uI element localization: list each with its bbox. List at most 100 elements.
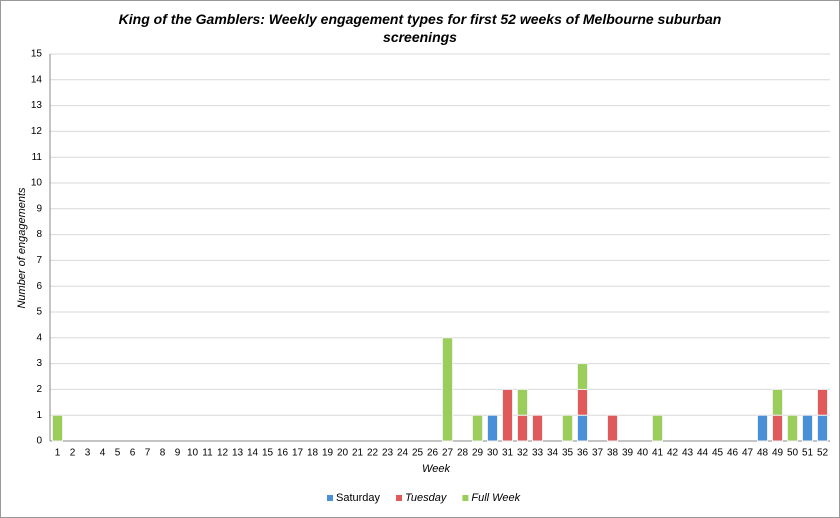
y-tick-label: 10 <box>31 178 43 189</box>
x-tick-label: 35 <box>562 448 574 459</box>
x-tick-label: 44 <box>697 448 709 459</box>
y-tick-label: 14 <box>31 74 43 85</box>
x-tick-label: 2 <box>70 448 76 459</box>
x-tick-label: 10 <box>187 448 199 459</box>
x-tick-label: 45 <box>712 448 724 459</box>
x-tick-label: 50 <box>787 448 799 459</box>
x-tick-label: 48 <box>757 448 769 459</box>
x-tick-label: 40 <box>637 448 649 459</box>
x-tick-label: 5 <box>115 448 121 459</box>
bar-segment <box>577 388 588 416</box>
bar-segment <box>577 414 588 442</box>
bar-segment <box>652 414 663 442</box>
y-tick-label: 0 <box>36 436 42 447</box>
x-tick-label: 22 <box>367 448 379 459</box>
y-tick-label: 4 <box>36 332 42 343</box>
x-axis-label: Week <box>422 463 450 475</box>
x-tick-label: 23 <box>382 448 394 459</box>
y-tick-label: 6 <box>36 281 42 292</box>
x-tick-label: 47 <box>742 448 754 459</box>
y-tick-label: 5 <box>36 307 42 318</box>
x-tick-label: 41 <box>652 448 664 459</box>
bar-segment <box>772 414 783 442</box>
bar-segment <box>487 414 498 442</box>
x-tick-label: 20 <box>337 448 349 459</box>
x-tick-label: 19 <box>322 448 334 459</box>
y-tick-label: 15 <box>31 49 43 60</box>
y-tick-label: 2 <box>36 384 42 395</box>
bar-segment <box>757 414 768 442</box>
y-tick-label: 11 <box>32 152 43 163</box>
x-tick-label: 3 <box>85 448 91 459</box>
bar-segment <box>502 388 513 442</box>
bar-segment <box>442 337 453 442</box>
bar-segment <box>532 414 543 442</box>
bar-segment <box>472 414 483 442</box>
y-axis-label: Number of engagements <box>16 187 28 309</box>
y-tick-label: 3 <box>36 358 42 369</box>
legend-label: Saturday <box>336 492 381 504</box>
x-tick-label: 43 <box>682 448 694 459</box>
x-tick-label: 33 <box>532 448 544 459</box>
x-tick-label: 31 <box>502 448 514 459</box>
x-tick-label: 46 <box>727 448 739 459</box>
x-tick-label: 8 <box>160 448 166 459</box>
legend-swatch <box>462 495 469 501</box>
x-tick-label: 42 <box>667 448 679 459</box>
x-tick-label: 26 <box>427 448 439 459</box>
x-tick-label: 14 <box>247 448 259 459</box>
x-tick-label: 16 <box>277 448 289 459</box>
x-tick-label: 29 <box>472 448 484 459</box>
x-tick-label: 36 <box>577 448 589 459</box>
x-tick-label: 12 <box>217 448 229 459</box>
x-tick-label: 9 <box>175 448 181 459</box>
bar-segment <box>787 414 798 442</box>
x-tick-label: 4 <box>100 448 106 459</box>
x-tick-label: 13 <box>232 448 244 459</box>
bar-segment <box>52 414 63 442</box>
x-tick-label: 52 <box>817 448 829 459</box>
x-tick-label: 49 <box>772 448 784 459</box>
x-tick-label: 32 <box>517 448 529 459</box>
legend-label: Full Week <box>471 492 520 504</box>
chart-title: King of the Gamblers: Weekly engagement … <box>118 11 722 45</box>
x-tick-label: 27 <box>442 448 454 459</box>
x-tick-label: 17 <box>292 448 304 459</box>
legend-swatch <box>396 495 403 501</box>
x-tick-label: 24 <box>397 448 409 459</box>
x-tick-label: 51 <box>802 448 814 459</box>
x-tick-label: 37 <box>592 448 604 459</box>
x-tick-label: 18 <box>307 448 319 459</box>
x-tick-label: 30 <box>487 448 499 459</box>
bar-segment <box>607 414 618 442</box>
bar-segment <box>562 414 573 442</box>
bar-segment <box>517 388 528 416</box>
x-tick-label: 7 <box>145 448 151 459</box>
y-tick-label: 7 <box>36 255 42 266</box>
y-tick-label: 13 <box>31 100 43 111</box>
bar-segment <box>577 363 588 390</box>
bar-segment <box>817 388 828 416</box>
x-tick-label: 25 <box>412 448 424 459</box>
x-tick-label: 6 <box>130 448 136 459</box>
y-tick-label: 1 <box>36 410 42 421</box>
x-tick-label: 21 <box>352 448 364 459</box>
legend-swatch <box>327 495 333 501</box>
x-tick-label: 15 <box>262 448 274 459</box>
legend-label: Tuesday <box>405 492 448 504</box>
y-tick-label: 12 <box>31 126 43 137</box>
x-tick-label: 39 <box>622 448 634 459</box>
x-tick-label: 34 <box>547 448 559 459</box>
y-tick-label: 9 <box>36 203 42 214</box>
bar-segment <box>817 414 828 442</box>
x-tick-label: 28 <box>457 448 469 459</box>
x-tick-label: 11 <box>202 448 213 459</box>
bar-segment <box>802 414 813 442</box>
y-tick-label: 8 <box>36 229 42 240</box>
x-tick-label: 38 <box>607 448 619 459</box>
bar-segment <box>517 414 528 442</box>
bar-segment <box>772 388 783 416</box>
